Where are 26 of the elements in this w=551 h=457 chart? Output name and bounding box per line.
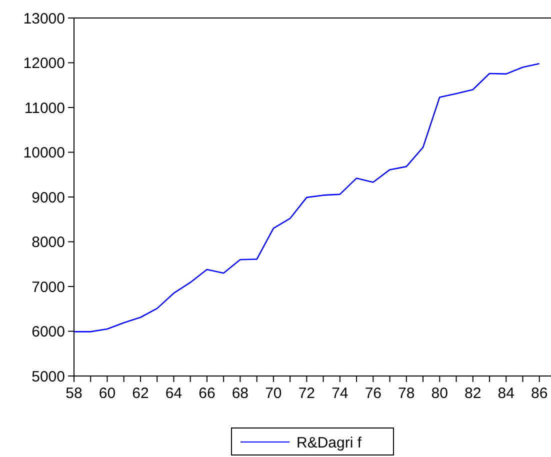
x-tick-label: 80 — [431, 385, 448, 402]
x-tick-label: 62 — [132, 385, 149, 402]
legend-label: R&Dagri f — [296, 434, 362, 452]
x-tick-label: 58 — [66, 385, 82, 402]
y-tick-label: 5000 — [32, 368, 65, 386]
x-tick-label: 70 — [265, 385, 282, 402]
y-tick-label: 10000 — [23, 144, 65, 162]
line-series — [73, 62, 540, 332]
x-tick-label: 74 — [332, 385, 348, 402]
x-tick-label: 68 — [232, 385, 249, 402]
y-tick-label: 7000 — [32, 278, 65, 296]
x-tick-label: 84 — [498, 385, 514, 402]
y-tick-label: 12000 — [23, 55, 65, 72]
y-tick-label: 13000 — [23, 10, 65, 28]
x-tick-label: 78 — [398, 385, 415, 402]
y-tick-label: 11000 — [24, 100, 65, 117]
y-tick-label: 9000 — [32, 189, 65, 206]
x-tick-label: 60 — [98, 385, 116, 402]
x-tick-label: 76 — [364, 385, 382, 402]
y-tick-label: 8000 — [32, 234, 65, 251]
x-tick-label: 82 — [464, 385, 482, 402]
x-tick-label: 72 — [298, 385, 316, 402]
x-tick-label: 86 — [531, 385, 548, 402]
y-tick-label: 6000 — [32, 324, 65, 340]
x-tick-label: 64 — [165, 385, 182, 402]
x-tick-label: 66 — [198, 385, 216, 402]
